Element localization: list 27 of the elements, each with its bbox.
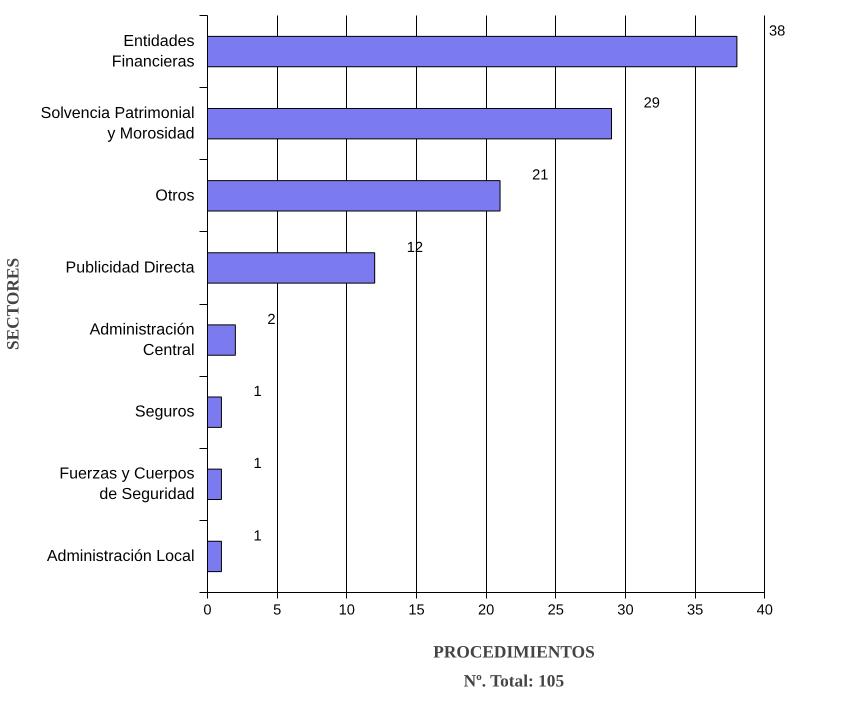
x-axis-title: PROCEDIMIENTOS — [433, 642, 595, 662]
y-tick-label: Otros — [155, 187, 195, 204]
x-tick-label: 35 — [686, 602, 704, 618]
y-tick-label: Fuerzas y Cuerpos de Seguridad — [59, 466, 195, 504]
x-tick-label: 40 — [756, 602, 773, 618]
data-label: 21 — [532, 168, 548, 184]
y-tick-label: Administración Central — [90, 321, 195, 359]
data-label: 1 — [253, 384, 262, 400]
y-tick-label: Administración Local — [46, 548, 194, 565]
text: Nº. Total: 105 — [464, 672, 564, 690]
x-tick-label: 20 — [478, 602, 494, 618]
data-label: 2 — [267, 312, 276, 328]
data-label: 1 — [253, 528, 262, 544]
y-axis-title: SECTORES — [4, 258, 23, 350]
x-tick-label: 15 — [408, 602, 425, 618]
x-tick-label: 10 — [338, 602, 355, 618]
y-tick-label: Seguros — [134, 404, 194, 421]
x-tick-label: 0 — [203, 602, 212, 618]
data-label: 1 — [253, 456, 262, 472]
y-tick-label: Entidades Financieras — [112, 32, 195, 70]
data-label: 38 — [768, 23, 786, 40]
data-label: 29 — [644, 96, 660, 112]
y-tick-label: Publicidad Directa — [66, 259, 195, 276]
x-tick-label: 5 — [273, 602, 282, 618]
x-tick-label: 25 — [548, 602, 564, 618]
x-tick-label: 30 — [617, 602, 634, 618]
y-tick-label: Solvencia Patrimonial y Morosidad — [40, 104, 195, 142]
